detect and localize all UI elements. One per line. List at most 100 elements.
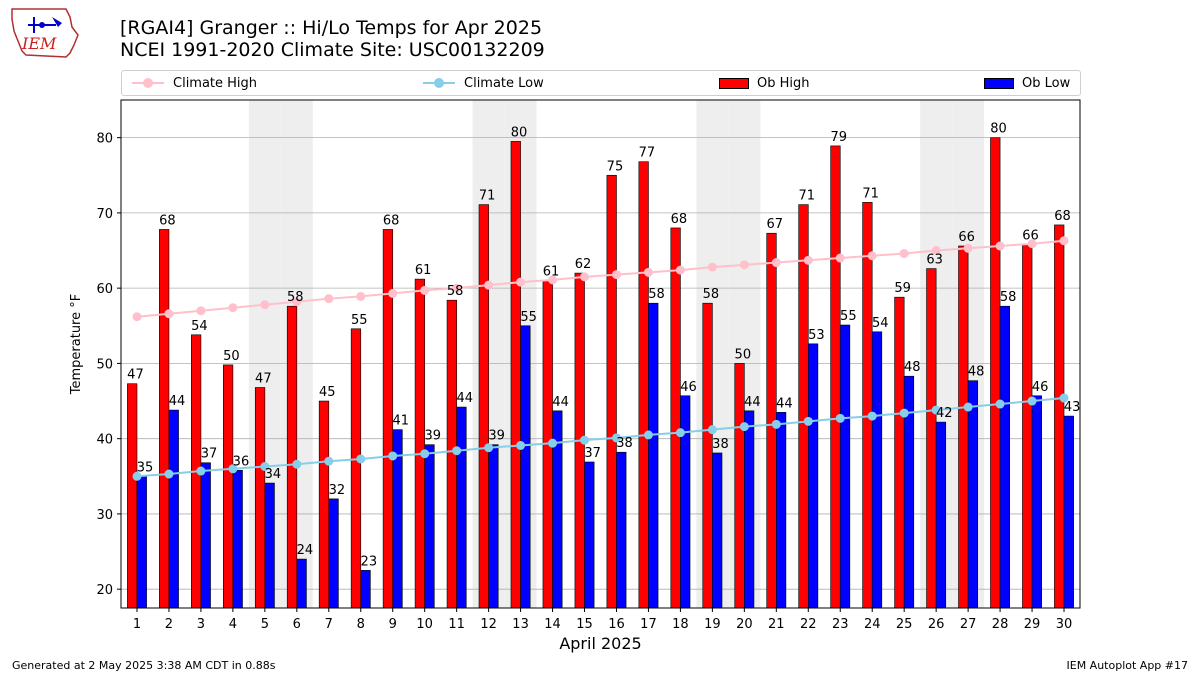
ob-high-label-7: 45: [319, 385, 336, 400]
climate-low-point-10: [420, 449, 430, 459]
x-tick-label-5: 5: [261, 617, 269, 632]
ob-high-label-3: 54: [191, 319, 208, 334]
ob-low-label-10: 39: [424, 429, 441, 444]
ob-low-label-14: 44: [552, 395, 569, 410]
ob-low-label-27: 48: [968, 365, 985, 380]
ob-high-label-9: 68: [383, 213, 400, 228]
legend-climate-high: Climate High: [132, 71, 257, 95]
ob-low-label-9: 41: [393, 414, 410, 429]
ob-low-label-5: 34: [265, 467, 282, 482]
legend-climate-low: Climate Low: [423, 71, 544, 95]
climate-low-point-8: [356, 454, 366, 464]
ob-low-label-28: 58: [1000, 290, 1017, 305]
climate-low-point-11: [452, 446, 462, 456]
iem-logo: IEM: [8, 5, 82, 59]
climate-low-point-26: [931, 405, 941, 415]
ob-high-bar-1: [127, 383, 138, 609]
ob-high-label-26: 63: [926, 253, 943, 268]
ob-low-bar-13: [520, 325, 531, 609]
ob-high-label-18: 68: [671, 212, 688, 227]
ob-high-bar-9: [382, 229, 394, 609]
ob-high-label-19: 58: [703, 287, 720, 302]
x-tick-label-1: 1: [133, 617, 141, 632]
x-tick-label-15: 15: [576, 617, 593, 632]
ob-low-bar-30: [1063, 415, 1074, 609]
ob-high-bar-16: [606, 174, 617, 609]
x-tick-label-3: 3: [197, 617, 205, 632]
ob-low-label-7: 32: [329, 483, 346, 498]
x-tick-label-24: 24: [864, 617, 881, 632]
ob-low-bar-28: [999, 305, 1010, 609]
ob-high-label-20: 50: [735, 347, 752, 362]
ob-low-bar-11: [456, 406, 467, 609]
ob-high-bar-18: [670, 227, 681, 609]
ob-high-label-23: 79: [830, 130, 847, 145]
ob-low-bar-22: [807, 343, 819, 609]
climate-high-point-21: [771, 258, 781, 268]
ob-low-label-20: 44: [744, 395, 761, 410]
climate-low-point-6: [292, 459, 302, 469]
climate-high-point-23: [835, 253, 845, 263]
x-tick-label-4: 4: [229, 617, 237, 632]
ob-high-bar-7: [318, 400, 330, 609]
ob-low-label-24: 54: [872, 316, 889, 331]
ob-low-bar-10: [424, 444, 435, 609]
climate-low-point-5: [260, 462, 270, 472]
ob-low-bar-15: [584, 461, 595, 609]
ob-high-bar-10: [414, 278, 425, 609]
climate-high-point-11: [452, 283, 462, 293]
legend-ob-high-swatch: [719, 77, 749, 89]
legend-climate-low-label: Climate Low: [464, 75, 544, 91]
climate-high-point-10: [420, 285, 430, 295]
climate-low-point-15: [580, 435, 590, 445]
climate-high-point-24: [867, 251, 877, 261]
ob-high-bar-13: [510, 141, 521, 609]
ob-low-bar-20: [744, 410, 755, 609]
ob-high-bar-23: [830, 145, 841, 609]
ob-low-label-25: 48: [904, 360, 921, 375]
x-tick-label-9: 9: [389, 617, 397, 632]
ob-high-label-22: 71: [798, 189, 815, 204]
x-tick-label-28: 28: [992, 617, 1009, 632]
climate-high-point-4: [228, 303, 238, 313]
ob-high-label-2: 68: [159, 213, 176, 228]
x-tick-label-27: 27: [960, 617, 977, 632]
ob-low-label-18: 46: [680, 380, 697, 395]
ob-low-bar-8: [360, 570, 371, 609]
x-tick-label-26: 26: [928, 617, 945, 632]
title-line-2: NCEI 1991-2020 Climate Site: USC00132209: [120, 39, 545, 61]
ob-low-bar-29: [1031, 395, 1042, 609]
x-tick-label-7: 7: [325, 617, 333, 632]
ob-high-bar-29: [1022, 244, 1033, 609]
climate-low-point-12: [484, 443, 494, 453]
ob-low-label-13: 55: [520, 310, 537, 325]
ob-high-bar-27: [958, 245, 969, 609]
ob-high-bar-17: [638, 161, 649, 609]
climate-low-point-7: [324, 456, 334, 466]
climate-low-point-9: [388, 451, 398, 461]
ob-low-bar-17: [648, 302, 659, 609]
ob-low-bar-1: [136, 475, 147, 609]
climate-low-point-13: [516, 440, 526, 450]
ob-low-label-21: 44: [776, 396, 793, 411]
climate-low-point-16: [611, 433, 621, 443]
ob-high-bar-24: [862, 202, 873, 609]
ob-high-label-10: 61: [415, 263, 432, 278]
x-tick-label-14: 14: [544, 617, 561, 632]
ob-low-label-30: 43: [1064, 400, 1081, 415]
x-tick-label-19: 19: [704, 617, 721, 632]
ob-high-bar-6: [286, 305, 298, 609]
x-tick-label-16: 16: [608, 617, 625, 632]
x-tick-label-6: 6: [293, 617, 301, 632]
ob-high-label-12: 71: [479, 189, 496, 204]
ob-high-label-17: 77: [639, 146, 656, 161]
climate-low-point-30: [1059, 393, 1069, 403]
ob-low-bar-6: [296, 558, 307, 609]
ob-low-label-29: 46: [1032, 380, 1049, 395]
ob-low-bar-7: [328, 498, 339, 609]
ob-high-label-14: 61: [543, 265, 560, 280]
ob-high-label-21: 67: [767, 217, 784, 232]
ob-low-bar-3: [200, 462, 211, 609]
climate-low-point-3: [196, 466, 206, 476]
ob-low-label-22: 53: [808, 328, 825, 343]
